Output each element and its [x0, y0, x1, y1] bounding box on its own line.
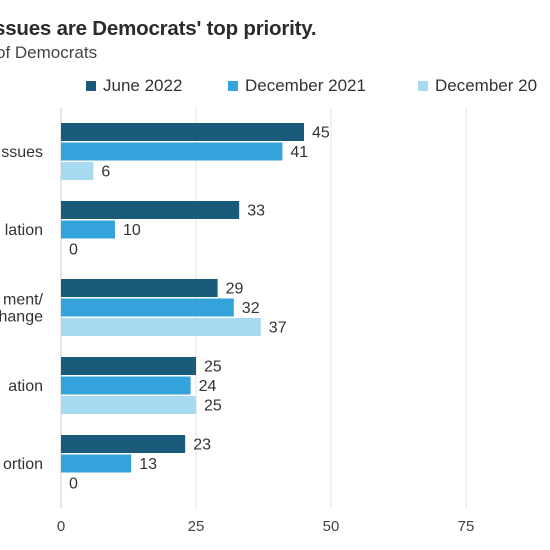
x-tick-label-75: 75 [458, 518, 475, 535]
value-label-june-2022-0: 45 [312, 125, 330, 142]
value-label-december-20-4: 0 [69, 476, 78, 493]
category-label-2: ment/hange [0, 292, 44, 326]
bar-december-20-2 [61, 318, 261, 336]
x-tick-label-50: 50 [323, 518, 340, 535]
legend-swatch-june-2022 [86, 81, 96, 91]
category-label-0: ssues [1, 144, 43, 161]
legend-label-june-2022: June 2022 [103, 76, 183, 95]
category-label-1: lation [5, 222, 43, 239]
bar-december-2021-4 [61, 454, 132, 473]
legend-swatch-december-2021 [228, 81, 238, 91]
legend: June 2022 December 2021 December 20 [0, 76, 550, 100]
value-label-december-20-2: 37 [269, 320, 287, 337]
x-axis-ticks: 0 25 50 75 [57, 518, 475, 535]
value-label-december-20-0: 6 [101, 164, 110, 181]
value-label-june-2022-1: 33 [247, 203, 265, 220]
category-label-4: ortion [3, 456, 43, 473]
bar-december-2021-3 [61, 376, 191, 395]
bar-december-2021-1 [61, 220, 115, 239]
chart-title: ssues are Democrats' top priority. [0, 17, 317, 40]
legend-item-december-20: December 20 [418, 76, 537, 96]
bar-june-2022-0 [61, 123, 304, 141]
bar-june-2022-1 [61, 201, 240, 219]
value-label-december-2021-2: 32 [242, 300, 260, 317]
legend-swatch-december-20 [418, 81, 428, 91]
bars [61, 123, 304, 473]
bar-december-2021-2 [61, 298, 234, 317]
bar-june-2022-4 [61, 435, 186, 453]
legend-item-december-2021: December 2021 [228, 76, 366, 96]
legend-label-december-20: December 20 [435, 76, 538, 95]
x-tick-label-25: 25 [188, 518, 205, 535]
value-label-december-2021-3: 24 [199, 378, 217, 395]
value-label-june-2022-4: 23 [193, 437, 211, 454]
bar-december-20-3 [61, 396, 196, 414]
category-label-3: ation [8, 378, 43, 395]
value-label-december-20-3: 25 [204, 398, 222, 415]
value-label-june-2022-3: 25 [204, 359, 222, 376]
legend-item-june-2022: June 2022 [86, 76, 182, 96]
x-tick-label-0: 0 [57, 518, 65, 535]
value-label-june-2022-2: 29 [226, 281, 244, 298]
category-labels: ssues lation ment/hange ation ortion [0, 144, 44, 473]
value-label-december-2021-0: 41 [290, 144, 308, 161]
legend-label-december-2021: December 2021 [245, 76, 366, 95]
bar-december-20-0 [61, 162, 94, 180]
chart-subtitle: of Democrats [0, 43, 98, 62]
value-label-december-2021-4: 13 [139, 456, 157, 473]
bar-june-2022-3 [61, 357, 196, 375]
value-label-december-2021-1: 10 [123, 222, 141, 239]
value-label-december-20-1: 0 [69, 242, 78, 259]
bar-june-2022-2 [61, 279, 218, 297]
bar-december-2021-0 [61, 142, 283, 161]
